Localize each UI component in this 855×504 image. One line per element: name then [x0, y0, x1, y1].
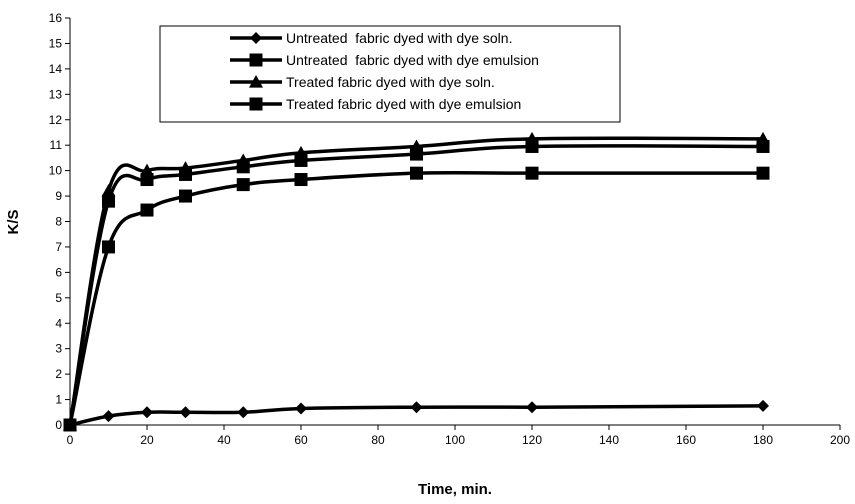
- series-line: [69, 404, 764, 427]
- data-point-square: [140, 173, 154, 187]
- x-tick-label: 180: [753, 433, 773, 447]
- series-layer: [63, 131, 770, 432]
- x-tick-label: 140: [599, 433, 619, 447]
- data-point-square: [294, 173, 308, 187]
- series-1: [64, 399, 769, 431]
- data-point-square: [525, 166, 539, 180]
- x-tick-label: 40: [217, 433, 231, 447]
- y-tick-label: 15: [49, 36, 63, 50]
- x-tick-label: 60: [294, 433, 308, 447]
- y-tick-label: 14: [49, 62, 63, 76]
- data-point-square: [236, 160, 250, 174]
- y-tick-label: 5: [55, 291, 62, 305]
- data-point-square: [756, 166, 770, 180]
- x-tick-label: 160: [676, 433, 696, 447]
- legend-entry: Treated fabric dyed with dye soln.: [230, 74, 495, 90]
- data-point-square: [410, 147, 423, 161]
- y-tick-label: 16: [49, 11, 63, 25]
- x-tick-label: 120: [522, 433, 542, 447]
- data-point-square: [525, 139, 539, 153]
- y-tick-label: 11: [50, 138, 63, 152]
- data-point-diamond: [757, 399, 769, 412]
- legend: Untreated fabric dyed with dye soln. Untr…: [159, 25, 621, 123]
- data-point-square: [410, 166, 423, 180]
- x-tick-label: 0: [67, 433, 74, 447]
- legend-label: Treated fabric dyed with dye soln.: [286, 74, 495, 90]
- data-point-square: [63, 418, 77, 432]
- data-point-diamond: [410, 401, 423, 414]
- legend-entry: Untreated fabric dyed with dye soln.: [230, 30, 512, 46]
- legend-box: [159, 25, 621, 123]
- data-point-square: [140, 203, 154, 217]
- data-point-diamond: [237, 406, 250, 419]
- data-point-diamond: [141, 406, 153, 419]
- y-tick-label: 9: [55, 189, 62, 203]
- data-point-square: [102, 240, 115, 254]
- data-point-square: [294, 153, 308, 167]
- y-tick-label: 0: [55, 418, 62, 432]
- y-tick-label: 2: [55, 367, 62, 381]
- y-axis-title: K/S: [5, 209, 22, 234]
- x-axis-title: Time, min.: [418, 481, 492, 498]
- data-point-square: [249, 97, 263, 111]
- y-tick-label: 13: [49, 87, 63, 101]
- x-tick-label: 80: [371, 433, 385, 447]
- y-tick-label: 1: [55, 393, 62, 407]
- series-line: [68, 136, 764, 426]
- y-tick-label: 6: [55, 265, 62, 279]
- data-point-square: [756, 139, 770, 153]
- data-point-square: [236, 178, 250, 192]
- data-point-triangle: [249, 75, 263, 88]
- y-tick-label: 4: [55, 316, 62, 330]
- data-point-diamond: [250, 32, 262, 44]
- y-tick-label: 12: [49, 113, 63, 127]
- data-point-square: [179, 189, 192, 203]
- data-point-square: [249, 53, 263, 67]
- legend-label: Untreated fabric dyed with dye emulsion: [286, 52, 539, 68]
- x-tick-label: 200: [830, 433, 850, 447]
- series-2: [63, 166, 770, 432]
- series-line: [68, 170, 763, 426]
- data-point-diamond: [179, 406, 192, 419]
- legend-entry: Untreated fabric dyed with dye emulsion: [230, 52, 539, 68]
- data-point-diamond: [526, 401, 538, 414]
- series-line: [68, 144, 764, 426]
- x-tick-label: 20: [140, 433, 154, 447]
- x-tick-label: 100: [445, 433, 465, 447]
- legend-entry: Treated fabric dyed with dye emulsion: [230, 96, 521, 112]
- y-tick-label: 7: [55, 240, 62, 254]
- y-tick-label: 3: [55, 342, 62, 356]
- data-point-diamond: [295, 402, 307, 415]
- legend-label: Untreated fabric dyed with dye soln.: [286, 30, 512, 46]
- y-tick-label: 10: [49, 164, 63, 178]
- data-point-square: [102, 194, 115, 208]
- data-point-square: [179, 167, 192, 181]
- y-tick-label: 8: [55, 215, 62, 229]
- data-point-diamond: [102, 410, 115, 423]
- legend-label: Treated fabric dyed with dye emulsion: [286, 96, 521, 112]
- series-4: [63, 139, 770, 432]
